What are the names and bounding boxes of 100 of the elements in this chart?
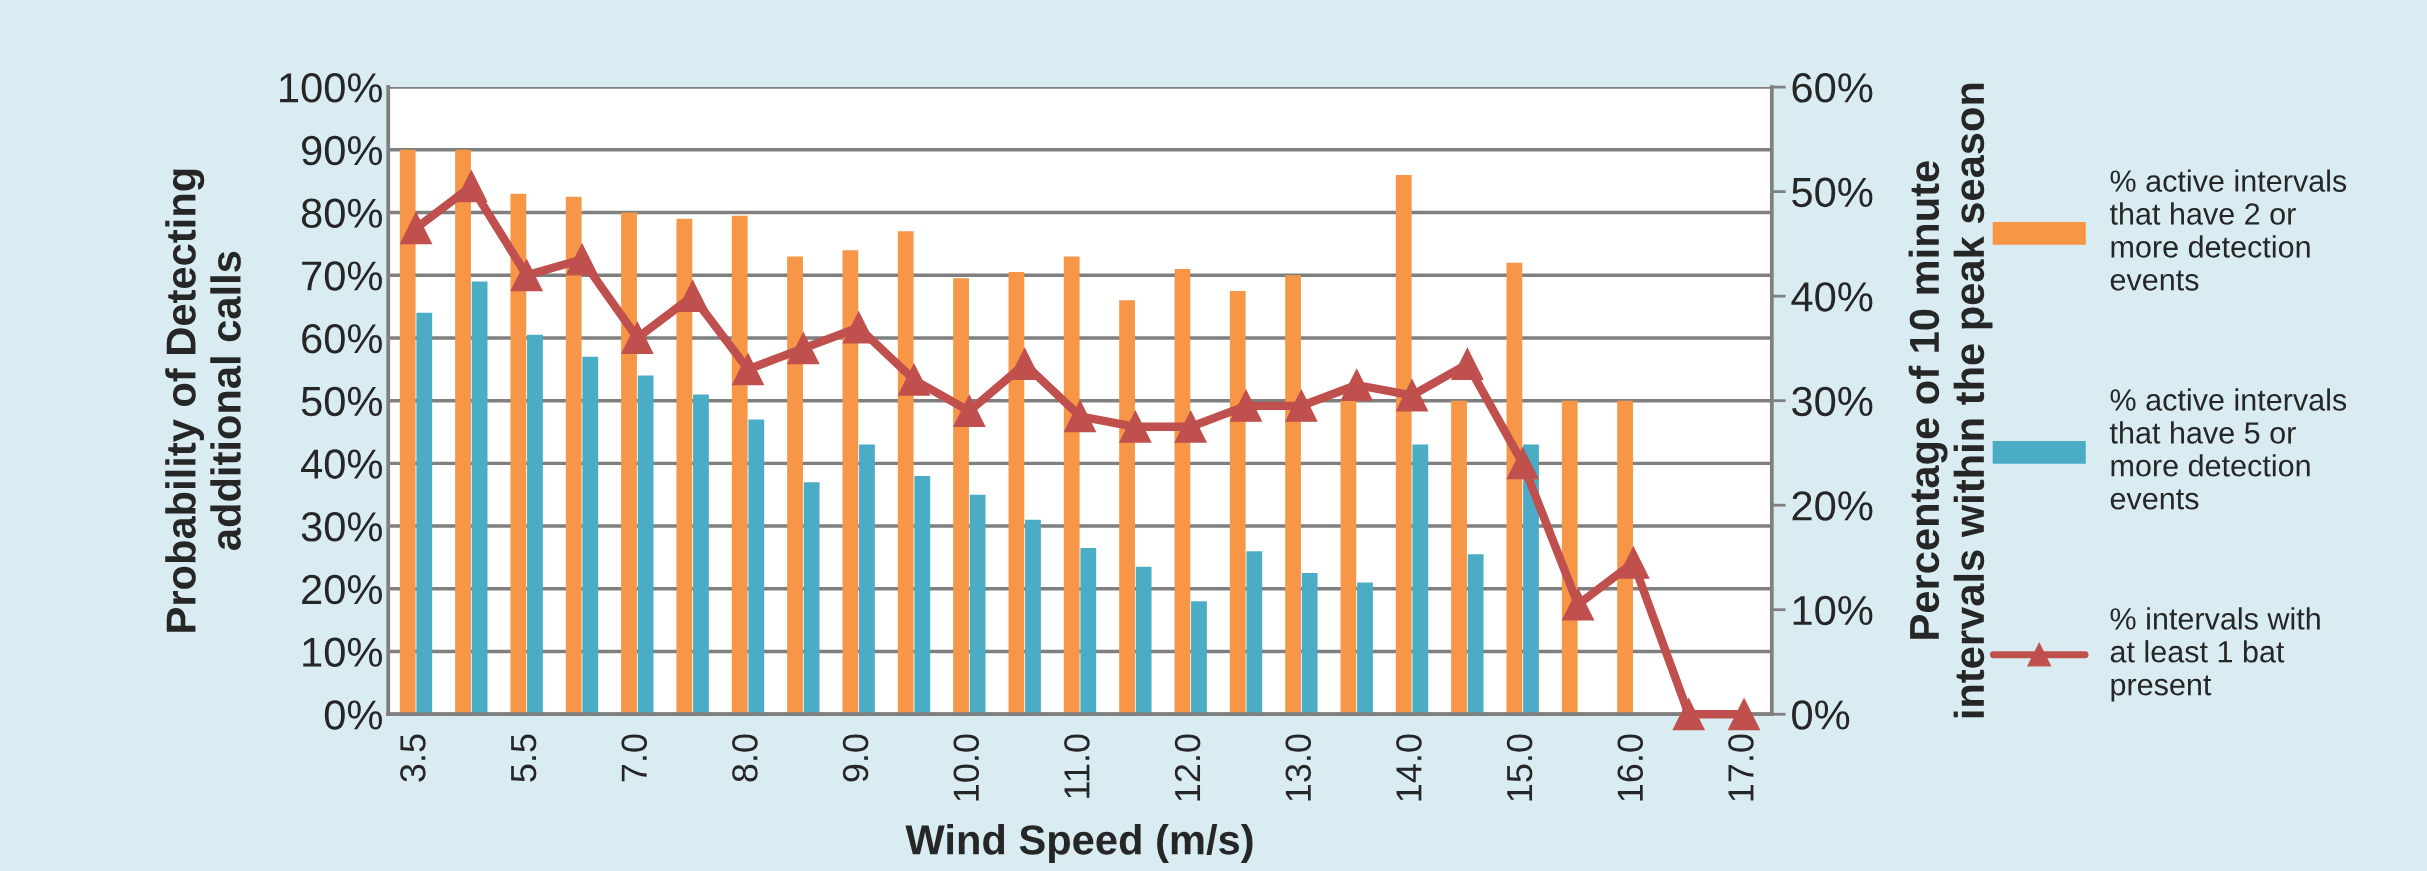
bar	[953, 278, 969, 715]
bar	[1357, 582, 1373, 715]
y-tick-label: 70%	[302, 261, 382, 291]
x-tick-label: 15.0	[1506, 734, 1533, 801]
point	[1230, 389, 1262, 422]
x-tick-label: 9.0	[842, 734, 869, 782]
y-tick-label: 20%	[302, 574, 382, 605]
y2-tick-label: 60%	[1792, 73, 1873, 103]
point	[1506, 447, 1539, 480]
bar	[676, 218, 693, 715]
y2-tick-label: 20%	[1792, 491, 1873, 521]
x-tick-label: 13.0	[1285, 734, 1312, 801]
bar	[1135, 566, 1152, 715]
bar	[1063, 256, 1080, 715]
point	[1285, 389, 1318, 422]
bar	[471, 281, 488, 715]
bar	[1119, 300, 1135, 715]
x-tick-label: 7.0	[621, 734, 648, 782]
point	[400, 212, 432, 245]
bar	[1191, 601, 1207, 715]
point	[1174, 410, 1207, 443]
bar	[693, 394, 709, 715]
bar	[969, 494, 986, 715]
bar	[1246, 551, 1263, 715]
point	[566, 243, 598, 276]
bar	[1285, 275, 1301, 715]
y-tick-label: 0%	[324, 700, 382, 730]
point	[898, 363, 930, 396]
point	[1119, 410, 1152, 443]
bar	[399, 149, 416, 715]
y-tick-label: 40%	[301, 449, 382, 479]
bar	[1451, 400, 1467, 715]
bar	[787, 256, 803, 715]
bar	[582, 356, 599, 715]
x-axis-title: Wind Speed (m/s)	[905, 824, 1253, 863]
y2-tick-label: 30%	[1792, 386, 1873, 417]
y2-tick-label: 50%	[1792, 177, 1873, 208]
point	[787, 332, 820, 365]
bar	[621, 212, 637, 715]
bar	[637, 375, 654, 715]
point	[455, 170, 488, 203]
bar	[897, 231, 914, 715]
bar	[842, 250, 859, 715]
y2-tick-label: 40%	[1791, 282, 1873, 312]
bar	[1025, 519, 1041, 715]
x-tick-label: 16.0	[1617, 734, 1644, 801]
point	[1064, 400, 1096, 433]
bar	[1467, 554, 1484, 715]
bar	[748, 419, 765, 715]
y-axis-title: Probability of Detecting additional calls	[165, 169, 241, 632]
legend-label: % active intervals that have 5 or more detection events	[2109, 388, 2347, 510]
y-tick-label: 50%	[301, 386, 382, 417]
y2-axis-title: Percentage of 10 minute intervals within the peak season	[1908, 83, 1993, 718]
bar	[565, 196, 582, 715]
point	[1728, 698, 1761, 731]
y2-tick-label: 0%	[1792, 700, 1850, 730]
x-tick-label: 12.0	[1174, 734, 1201, 801]
bar	[1617, 400, 1633, 715]
point	[1451, 348, 1484, 381]
x-tick-label: 3.5	[400, 734, 426, 782]
point	[1562, 588, 1595, 621]
bar	[1340, 400, 1357, 715]
point	[676, 280, 709, 313]
x-tick-label: 8.0	[732, 734, 758, 782]
point	[621, 321, 654, 354]
bar	[1412, 444, 1429, 715]
bar	[416, 312, 433, 715]
bar	[527, 334, 543, 715]
point	[510, 259, 543, 292]
bar	[1008, 272, 1025, 715]
bar	[1080, 548, 1097, 715]
bar	[803, 482, 820, 715]
bar	[1174, 268, 1191, 715]
bar	[1395, 174, 1412, 715]
legend-label: % intervals with at least 1 bat present	[2110, 607, 2320, 702]
y-tick-label: 90%	[302, 135, 382, 166]
y-tick-label: 10%	[303, 637, 382, 668]
point	[732, 353, 764, 386]
bar	[914, 475, 931, 715]
point	[1396, 379, 1429, 412]
bar	[455, 149, 471, 715]
legend-label: % active intervals that have 2 or more detection events	[2109, 169, 2347, 291]
y-tick-label: 30%	[301, 512, 382, 542]
point	[1672, 698, 1705, 731]
bar	[510, 193, 527, 715]
x-tick-label: 10.0	[953, 734, 980, 801]
x-tick-label: 17.0	[1728, 734, 1754, 801]
bar	[859, 444, 875, 715]
y-tick-label: 60%	[302, 323, 382, 354]
point	[1617, 546, 1650, 579]
bar	[1301, 573, 1318, 715]
y-tick-label: 80%	[301, 198, 382, 229]
point	[1340, 369, 1373, 401]
point	[953, 395, 986, 428]
y-tick-label: 100%	[280, 73, 382, 103]
bar	[1229, 290, 1246, 715]
bar	[731, 215, 748, 715]
x-tick-label: 14.0	[1396, 734, 1422, 801]
y2-tick-label: 10%	[1793, 595, 1873, 626]
x-tick-label: 11.0	[1064, 734, 1090, 798]
